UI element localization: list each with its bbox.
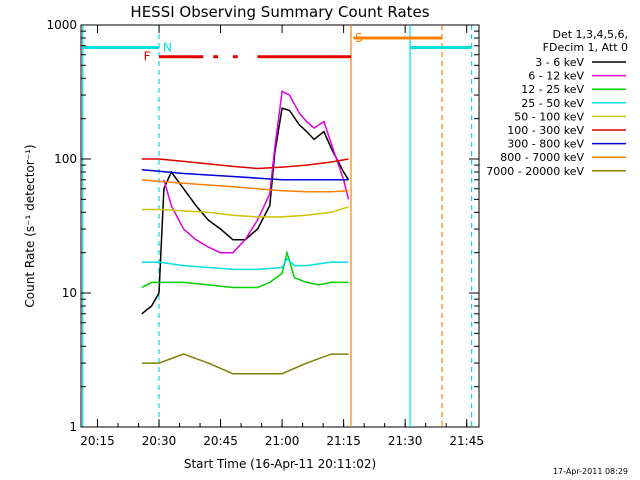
x-axis-label: Start Time (16-Apr-11 20:11:02): [184, 457, 376, 471]
y-tick-label-0: 1: [69, 420, 77, 434]
legend-label-0: 3 - 6 keV: [535, 56, 584, 69]
series-line-2: [141, 249, 349, 289]
legend-label-7: 800 - 7000 keV: [500, 151, 584, 164]
y-tick-label-3: 1000: [46, 18, 77, 32]
series-line-7: [141, 179, 349, 193]
annotation-f: F: [144, 50, 151, 64]
legend-label-8: 7000 - 20000 keV: [486, 165, 584, 178]
x-tick-label-6: 21:45: [449, 434, 484, 448]
series-line-8: [141, 353, 349, 375]
series-line-1: [163, 90, 350, 254]
y-tick-label-1: 10: [62, 286, 77, 300]
x-tick-label-3: 21:00: [265, 434, 300, 448]
legend-header-line-2: FDecim 1, Att 0: [543, 41, 628, 54]
legend-label-3: 25 - 50 keV: [521, 97, 584, 110]
plot-area: NF S: [80, 24, 480, 428]
legend-label-1: 6 - 12 keV: [528, 70, 584, 83]
legend-label-6: 300 - 800 keV: [507, 138, 584, 151]
x-tick-label-2: 20:45: [203, 434, 238, 448]
timestamp: 17-Apr-2011 08:29: [553, 467, 628, 476]
x-axis: 20:15 20:30 20:45 21:00 21:15 21:30 21:45: [80, 25, 484, 448]
series-line-3: [141, 257, 349, 271]
y-tick-label-2: 100: [54, 152, 77, 166]
legend-label-4: 50 - 100 keV: [514, 110, 584, 123]
series-line-5: [141, 158, 349, 170]
y-axis: 1 10 100 1000: [46, 18, 479, 434]
x-tick-label-0: 20:15: [80, 434, 115, 448]
chart-title: HESSI Observing Summary Count Rates: [130, 3, 429, 21]
legend-label-2: 12 - 25 keV: [521, 83, 584, 96]
annotation-n: N: [163, 40, 172, 54]
series-line-6: [141, 169, 349, 181]
legend-header-line-1: Det 1,3,4,5,6,: [552, 28, 628, 41]
x-tick-label-1: 20:30: [142, 434, 177, 448]
y-axis-label: Count Rate (s⁻¹ detector⁻¹): [23, 144, 37, 307]
annotation-s: S: [355, 31, 363, 45]
series-line-4: [141, 206, 349, 218]
plot-frame: [80, 24, 480, 428]
legend-label-5: 100 - 300 keV: [507, 124, 584, 137]
x-tick-label-5: 21:30: [388, 434, 423, 448]
series-line-0: [141, 107, 350, 315]
x-tick-label-4: 21:15: [326, 434, 361, 448]
legend: Det 1,3,4,5,6, FDecim 1, Att 0 3 - 6 keV…: [486, 28, 628, 178]
